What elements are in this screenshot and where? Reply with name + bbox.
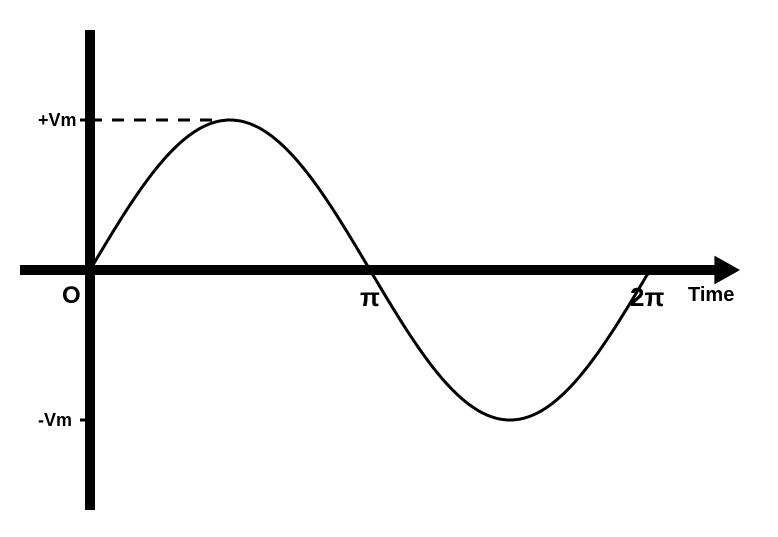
y-tick-vm-minus: -Vm: [38, 410, 72, 431]
x-tick-2pi: 2π: [630, 282, 664, 313]
sine-wave-chart: O +Vm -Vm π 2π Time: [0, 0, 778, 537]
origin-label: O: [62, 282, 81, 310]
y-tick-vm-plus: +Vm: [38, 110, 77, 131]
x-axis-title: Time: [688, 284, 734, 307]
x-tick-pi: π: [360, 282, 380, 313]
chart-canvas: [0, 0, 778, 537]
